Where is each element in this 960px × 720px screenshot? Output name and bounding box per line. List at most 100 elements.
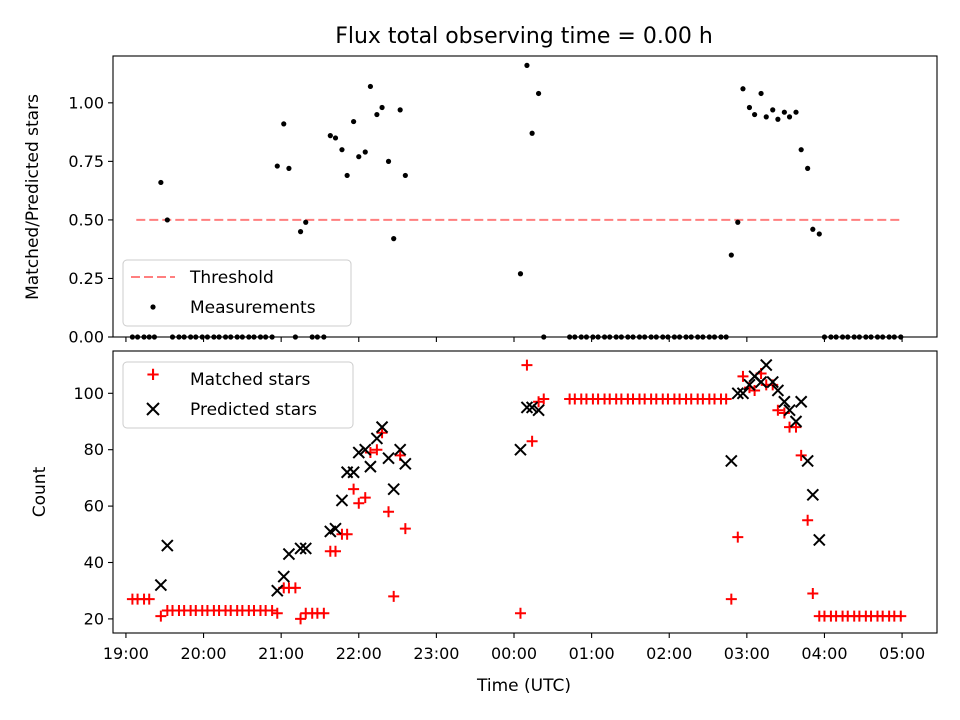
count-plot-area [126,358,907,625]
count-x-axis-label: Time (UTC) [476,676,571,696]
predicted-star-point [783,404,796,417]
count-x-tick-label: 01:00 [569,644,615,663]
count-x-tick-label: 23:00 [413,644,459,663]
predicted-star-point [794,395,808,408]
measurement-point [810,226,816,232]
predicted-star-point [364,460,377,473]
predicted-star-point [801,454,814,468]
measurement-point [816,231,822,237]
predicted-star-point [387,482,400,496]
measurement-point [781,109,787,115]
predicted-star-point [359,443,372,456]
count-panel: Count Time (UTC) 20 40 60 80 100 19:00 20:00 2… [30,350,938,696]
ratio-y-axis: 0.00 0.25 0.50 0.75 1.00 [68,93,113,347]
count-y-tick-label: 100 [73,384,104,403]
predicted-star-point [347,466,360,479]
measurement-point [379,104,385,111]
matched-star-point [353,497,365,509]
matched-star-point [521,359,533,371]
measurement-point [735,219,741,225]
measurement-point [805,165,811,171]
count-x-tick-label: 00:00 [491,644,537,663]
matched-star-point [155,610,167,622]
predicted-star-point [813,533,826,547]
matched-star-point [348,483,360,495]
matched-star-point [359,492,371,504]
predicted-star-point [760,358,773,372]
matched-legend-label: Matched stars [190,370,310,390]
matched-star-point [720,393,732,405]
ratio-legend-box [122,259,352,327]
predicted-star-point [382,451,395,465]
measurements-legend-swatch [150,304,156,310]
predicted-star-point [731,387,744,400]
predicted-star-point [778,395,791,408]
matched-star-point [725,593,737,605]
predicted-star-point [271,584,284,597]
predicted-star-point [806,488,820,502]
measurement-point [529,130,535,136]
measurement-point [517,271,524,277]
matched-star-point [514,607,526,619]
matched-star-point [399,523,411,535]
predicted-star-point [282,547,296,561]
measurements-legend-label: Measurements [190,298,316,318]
measurement-point [385,158,392,164]
count-y-axis-label: Count [30,466,50,517]
ratio-y-tick-label: 0.00 [68,328,104,347]
predicted-star-point [352,446,365,459]
predicted-star-point [766,375,779,389]
count-x-tick-label: 04:00 [801,644,847,663]
measurement-point [297,229,304,235]
measurement-point [164,217,170,223]
measurement-point [332,135,339,141]
matched-star-point [895,610,907,622]
count-x-tick-label: 22:00 [336,644,382,663]
count-legend-box [122,361,354,429]
measurement-point [402,172,408,179]
ratio-plot-area [129,62,904,340]
matched-star-point [772,404,784,416]
count-y-axis: 20 40 60 80 100 [73,384,113,628]
predicted-star-point [277,570,290,583]
matched-star-point [790,421,802,433]
measurement-point [746,104,753,111]
matched-star-point [271,607,283,619]
predicted-star-point [393,443,407,456]
predicted-star-point [154,578,168,592]
count-x-tick-label: 21:00 [258,644,304,663]
ratio-legend: Threshold Measurements [122,259,352,327]
matched-star-point [318,607,330,619]
measurement-point [367,83,374,90]
measurement-point [327,133,333,139]
measurement-point [524,62,530,68]
measurement-point [158,179,164,186]
measurement-point [274,163,280,169]
matched-legend-swatch: + [145,364,160,385]
count-y-tick-label: 20 [84,609,104,628]
measurement-point [391,236,397,242]
ratio-axes-frame [112,55,938,338]
matched-star-point [807,588,819,600]
measurement-point [356,154,362,160]
count-x-tick-label: 19:00 [103,644,149,663]
predicted-star-point [329,522,342,535]
matched-star-point [341,528,353,540]
measurement-point [770,107,776,113]
predicted-star-point [525,401,539,414]
ratio-y-axis-label: Matched/Predicted stars [23,94,43,300]
measurement-point [798,147,804,153]
predicted-star-point [520,401,534,414]
predicted-star-point [736,387,750,400]
measurement-point [728,252,734,258]
measurement-point [344,172,350,179]
ratio-y-tick-label: 0.50 [68,210,104,229]
measurement-point [281,121,287,127]
matched-star-point [329,545,341,557]
matched-star-point [526,435,538,447]
ratio-y-tick-label: 0.75 [68,152,104,171]
count-x-tick-label: 02:00 [646,644,692,663]
predicted-star-point [399,457,412,471]
